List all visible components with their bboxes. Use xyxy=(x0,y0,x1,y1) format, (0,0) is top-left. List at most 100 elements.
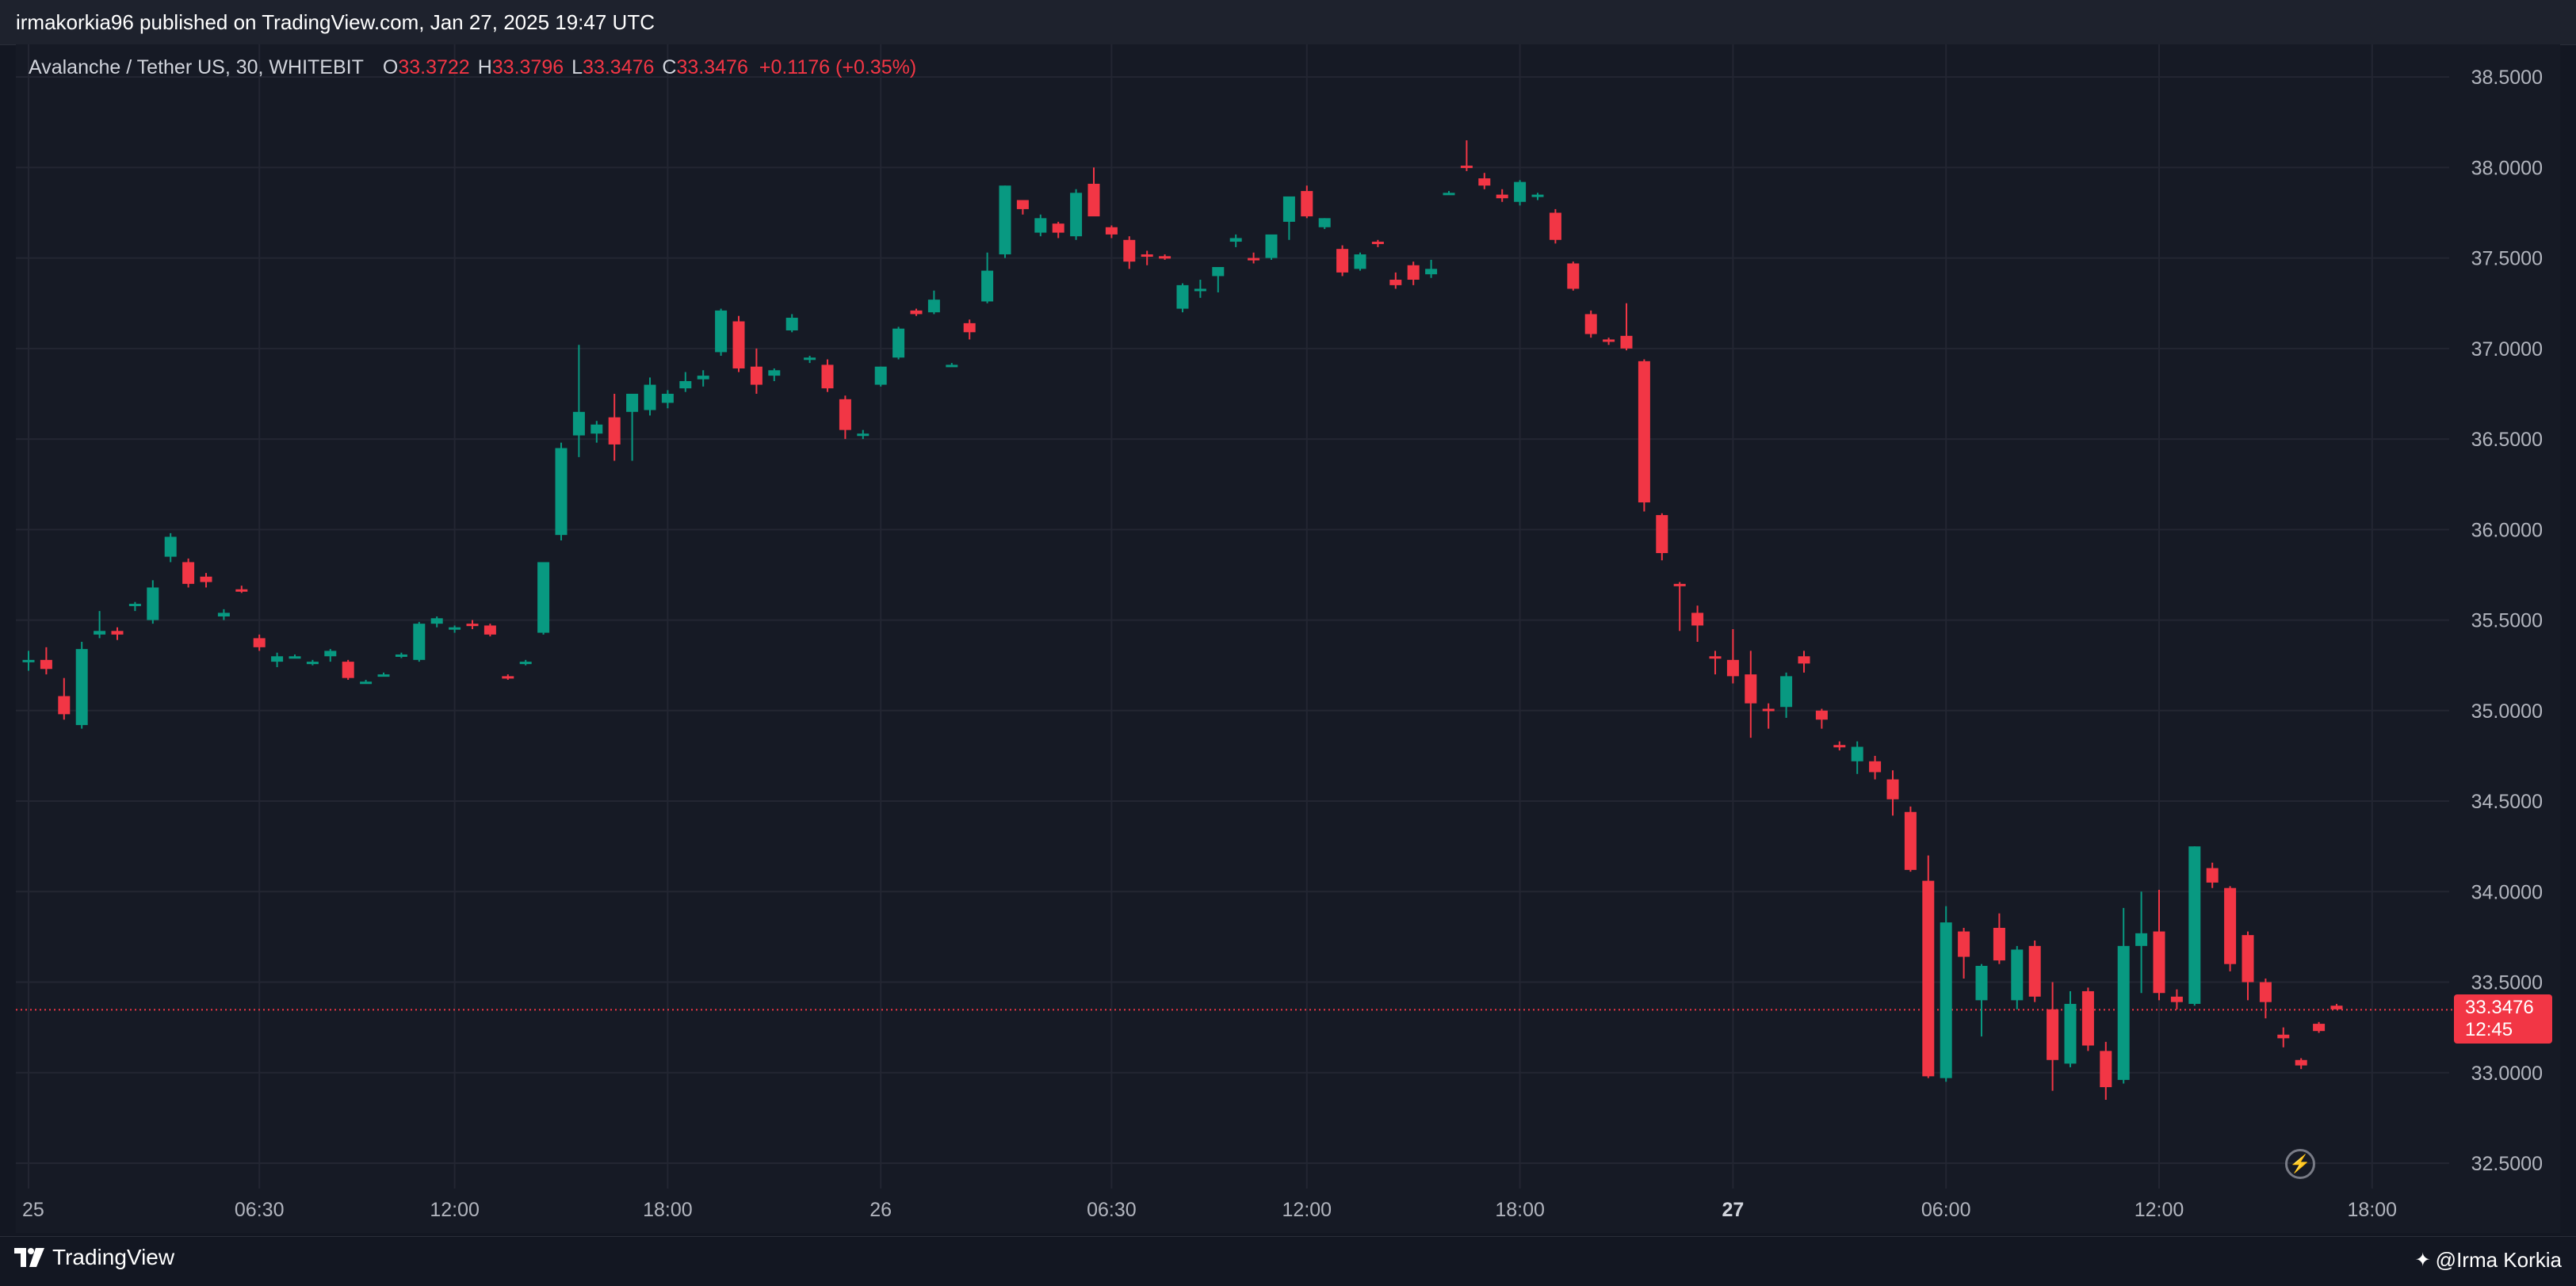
candle-body xyxy=(1336,249,1349,273)
candle-body xyxy=(22,659,35,662)
open-label: O xyxy=(382,55,399,78)
y-tick-label: 34.5000 xyxy=(2471,791,2543,813)
candle-body xyxy=(1141,254,1153,258)
candle-body xyxy=(1726,659,1739,677)
candle-body xyxy=(164,536,177,557)
y-tick-label: 32.5000 xyxy=(2471,1153,2543,1175)
candle-body xyxy=(2330,1006,2343,1009)
candle-body xyxy=(2224,887,2237,964)
candle-body xyxy=(679,380,692,389)
candle-body xyxy=(1389,280,1402,285)
candle-body xyxy=(1851,746,1863,761)
candle-body xyxy=(58,696,71,715)
star-icon: ✦ xyxy=(2414,1250,2431,1271)
candle-body xyxy=(395,654,407,657)
candle-body xyxy=(2135,933,2148,946)
candle-body xyxy=(253,638,266,647)
candle-body xyxy=(147,587,159,620)
candle-body xyxy=(1123,239,1136,262)
author-name: @Irma Korkia xyxy=(2435,1248,2562,1272)
chart-panel[interactable] xyxy=(16,44,2560,1233)
tradingview-brand: TradingView xyxy=(52,1245,175,1269)
candle-body xyxy=(1194,288,1206,292)
candle-body xyxy=(644,384,656,410)
x-tick-label: 27 xyxy=(1722,1199,1744,1221)
candle-body xyxy=(1282,196,1295,222)
y-tick-label: 37.5000 xyxy=(2471,248,2543,270)
candle-body xyxy=(1354,254,1366,269)
candle-body xyxy=(590,424,603,434)
candle-body xyxy=(519,662,532,665)
candle-body xyxy=(128,604,141,607)
candle-body xyxy=(1016,200,1029,209)
candle-body xyxy=(200,576,212,582)
y-tick-label: 33.0000 xyxy=(2471,1063,2543,1085)
candle-body xyxy=(324,651,337,657)
tradingview-logo[interactable]: TradingView xyxy=(14,1245,174,1270)
candle-body xyxy=(1318,218,1331,227)
candle-body xyxy=(1514,181,1527,202)
x-tick-label: 26 xyxy=(869,1199,892,1221)
candle-body xyxy=(1603,339,1615,342)
candle-body xyxy=(1531,194,1544,197)
candle-body xyxy=(1673,583,1686,586)
candle-body xyxy=(661,393,674,403)
lightning-icon[interactable]: ⚡ xyxy=(2285,1149,2315,1179)
candle-body xyxy=(377,674,390,677)
candle-body xyxy=(1478,178,1491,186)
candle-body xyxy=(1052,223,1064,233)
candle-body xyxy=(1869,761,1882,773)
candle-body xyxy=(1798,656,1810,664)
candlestick-chart[interactable]: 38.5000 38.0000 37.5000 37.0000 36.5000 36.00… xyxy=(0,0,2576,1236)
candle-body xyxy=(1407,265,1420,280)
last-price: 33.3476 xyxy=(2465,997,2534,1018)
candle-body xyxy=(1159,256,1171,259)
candle-body xyxy=(785,318,798,330)
candle-body xyxy=(111,631,124,635)
candle-body xyxy=(1691,612,1704,626)
candle-body xyxy=(2028,945,2041,997)
last-price-tag: 33.3476 12:45 xyxy=(2454,994,2552,1044)
candle-body xyxy=(75,649,88,726)
candle-body xyxy=(1584,314,1597,334)
candle-body xyxy=(715,310,728,353)
candle-body xyxy=(839,399,851,430)
candle-body xyxy=(608,417,621,445)
candle-body xyxy=(874,366,887,385)
candle-body xyxy=(1301,191,1313,217)
candle-body xyxy=(2081,990,2094,1046)
candle-body xyxy=(235,589,248,592)
candle-body xyxy=(2242,935,2254,983)
candle-body xyxy=(342,662,354,678)
candle-body xyxy=(1212,267,1225,277)
low-label: L xyxy=(571,55,583,78)
candle-body xyxy=(999,185,1011,255)
candle-body xyxy=(217,612,230,616)
candle-body xyxy=(1815,710,1828,720)
candle-body xyxy=(1105,227,1118,235)
author-signature: ✦ @Irma Korkia xyxy=(2415,1248,2562,1273)
candle-body xyxy=(537,562,550,633)
tradingview-logo-icon xyxy=(14,1248,44,1267)
publish-bar: irmakorkia96 published on TradingView.co… xyxy=(0,0,2576,45)
candle-body xyxy=(697,376,709,380)
candle-body xyxy=(2064,1003,2077,1064)
y-tick-label: 35.5000 xyxy=(2471,610,2543,632)
candle-body xyxy=(981,270,994,302)
candle-body xyxy=(1638,361,1650,503)
candle-body xyxy=(430,618,443,624)
candle-body xyxy=(946,364,958,368)
candle-body xyxy=(1176,284,1189,309)
x-tick-label: 18:00 xyxy=(643,1199,693,1221)
candle-body xyxy=(271,656,284,662)
candle-body xyxy=(1229,238,1242,242)
candle-body xyxy=(963,322,976,333)
candle-body xyxy=(1780,676,1793,708)
candle-body xyxy=(2011,949,2024,1001)
close-label: C xyxy=(662,55,677,78)
candle-body xyxy=(1993,927,2005,961)
candle-body xyxy=(1975,965,1988,1001)
candle-body xyxy=(449,627,461,630)
candle-body xyxy=(910,310,923,315)
x-tick-label: 06:00 xyxy=(1921,1199,1971,1221)
